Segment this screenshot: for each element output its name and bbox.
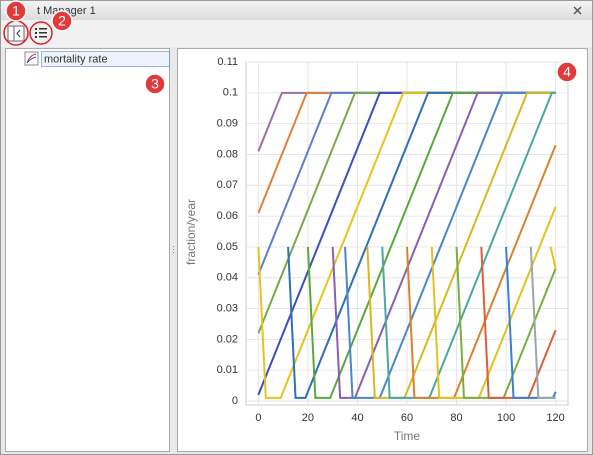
close-button[interactable]: [573, 6, 582, 15]
series-line: [455, 246, 557, 399]
badge-number: 4: [563, 64, 571, 80]
badge-number: 3: [151, 76, 159, 92]
toolbar: [1, 20, 592, 47]
tree-panel: [5, 48, 170, 452]
badge-number: 2: [58, 13, 66, 29]
x-tick-label: 60: [401, 412, 413, 424]
y-tick-label: 0.01: [217, 364, 238, 376]
tree-item-label: mortality rate: [44, 53, 108, 65]
annotations: 1 2 3 4: [5, 0, 578, 95]
window-title: t Manager 1: [37, 5, 96, 17]
splitter[interactable]: [173, 246, 174, 253]
x-tick-label: 120: [546, 412, 564, 424]
title-bar: [1, 1, 592, 20]
badge: [51, 10, 73, 32]
y-tick-label: 0.05: [217, 241, 238, 253]
y-tick-label: 0.11: [217, 56, 238, 68]
x-axis-label: Time: [394, 429, 421, 443]
list-button[interactable]: [35, 28, 47, 38]
y-tick-label: 0.1: [223, 87, 238, 99]
series-line: [505, 246, 557, 399]
highlight-ring: [29, 21, 53, 45]
y-tick-label: 0.04: [217, 272, 238, 284]
toggle-panel-button[interactable]: [7, 25, 25, 42]
series-line: [430, 206, 557, 399]
badge: [556, 61, 578, 83]
x-tick-label: 80: [450, 412, 462, 424]
tree-item[interactable]: mortality rate: [24, 51, 170, 67]
y-tick-label: 0.02: [217, 333, 238, 345]
y-axis-label: fraction/year: [184, 199, 198, 265]
y-tick-label: 0.06: [217, 210, 238, 222]
y-tick-label: 0.08: [217, 148, 238, 160]
series-line: [480, 246, 557, 399]
badge: [5, 0, 27, 22]
x-tick-label: 100: [497, 412, 515, 424]
y-tick-label: 0.07: [217, 179, 238, 191]
chart: 0 0.01 0.02 0.03 0.04 0.05 0.06 0.07 0.08 0.09 0.1…: [217, 56, 569, 424]
x-tick-label: 40: [351, 412, 363, 424]
series-line: [406, 144, 557, 399]
badge: [144, 73, 166, 95]
y-tick-label: 0.03: [217, 302, 238, 314]
x-tick-label: 20: [302, 412, 314, 424]
y-tick-label: 0: [232, 395, 238, 407]
x-tick-label: 0: [255, 412, 261, 424]
badge-number: 1: [12, 3, 20, 19]
series-line: [549, 246, 557, 269]
series-line: [529, 246, 556, 399]
y-tick-label: 0.09: [217, 118, 238, 130]
